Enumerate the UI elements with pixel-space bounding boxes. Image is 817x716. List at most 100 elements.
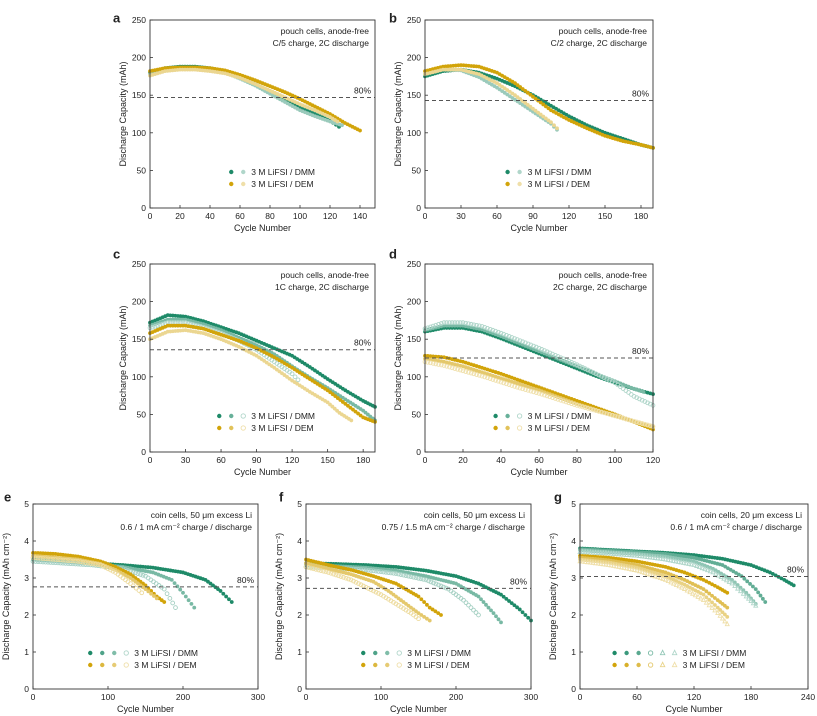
- data-point: [723, 576, 730, 583]
- data-point: [732, 580, 737, 585]
- data-point: [745, 595, 752, 601]
- plot-frame: [149, 263, 376, 453]
- data-point: [439, 613, 443, 617]
- data-point: [580, 404, 585, 410]
- data-point: [455, 320, 460, 326]
- data-point: [626, 417, 631, 423]
- data-point: [673, 558, 679, 564]
- data-point: [463, 369, 469, 374]
- legend-marker-dmm: [100, 650, 105, 656]
- legend: 3 M LiFSI / DMM 3 M LiFSI / DEM: [361, 648, 471, 670]
- data-point: [740, 590, 747, 596]
- data-point: [482, 374, 488, 380]
- data-point: [585, 558, 591, 565]
- data-point: [425, 616, 429, 621]
- data-point: [745, 579, 750, 584]
- data-point: [48, 560, 53, 565]
- data-point: [436, 322, 441, 327]
- data-point: [517, 385, 523, 391]
- data-point: [422, 600, 427, 604]
- data-point: [476, 594, 481, 599]
- data-point: [542, 392, 547, 398]
- data-point: [631, 552, 638, 558]
- data-point: [331, 571, 336, 577]
- data-point: [704, 566, 711, 573]
- x-axis-title: Cycle Number: [117, 704, 174, 714]
- x-tick-label: 30: [456, 211, 466, 221]
- data-point: [647, 554, 653, 560]
- data-point: [471, 607, 476, 613]
- data-point: [75, 558, 81, 564]
- legend-marker-dem: [241, 181, 246, 187]
- data-point: [608, 550, 614, 556]
- data-point: [579, 548, 586, 555]
- x-tick-label: 0: [148, 211, 153, 221]
- y-tick-label: 250: [132, 15, 146, 25]
- data-point: [430, 361, 436, 366]
- x-tick-label: 40: [496, 455, 506, 465]
- data-point: [427, 605, 432, 610]
- data-point: [710, 569, 716, 575]
- data-point: [189, 602, 194, 606]
- data-point: [218, 589, 223, 593]
- y-axis-title: Discharge Capacity (mAh cm⁻²): [548, 533, 558, 660]
- data-point: [50, 556, 56, 562]
- reference-label: 80%: [787, 565, 804, 575]
- data-point: [585, 406, 591, 411]
- legend-marker-dmm: [373, 650, 378, 656]
- data-point: [428, 360, 433, 366]
- data-point: [628, 418, 634, 423]
- x-tick-label: 0: [423, 211, 428, 221]
- data-point: [499, 620, 503, 625]
- data-point: [626, 565, 632, 571]
- data-point: [221, 591, 226, 596]
- data-point: [599, 409, 604, 415]
- y-axis-title: Discharge Capacity (mAh cm⁻²): [274, 533, 284, 660]
- legend-marker-dem: [671, 661, 678, 668]
- data-point: [758, 593, 763, 598]
- x-tick-label: 60: [216, 455, 226, 465]
- series-dmm-2: [148, 317, 377, 423]
- data-point: [433, 609, 438, 614]
- data-point: [704, 595, 709, 600]
- data-point: [552, 123, 556, 128]
- legend-marker-dem: [123, 662, 129, 668]
- data-point: [657, 555, 663, 561]
- data-point: [696, 563, 703, 570]
- data-point: [552, 352, 558, 358]
- data-point: [363, 567, 369, 573]
- data-point: [376, 569, 381, 574]
- data-point: [550, 351, 555, 357]
- data-point: [652, 554, 658, 561]
- plot-frame: [305, 503, 532, 690]
- data-point: [525, 387, 531, 393]
- legend-marker-dmm: [516, 413, 523, 419]
- data-point: [735, 585, 741, 591]
- panel-annotation: 0.6 / 1 mA cm⁻² charge / discharge: [120, 522, 252, 532]
- panel-annotation: coin cells, 50 μm excess Li: [151, 510, 252, 520]
- series-dmm-1: [148, 64, 341, 129]
- data-point: [164, 591, 170, 597]
- data-point: [289, 371, 295, 377]
- data-point: [607, 412, 612, 417]
- data-point: [460, 368, 466, 374]
- data-point: [393, 571, 399, 576]
- data-point: [178, 587, 183, 592]
- y-axis-title: Discharge Capacity (mAh): [393, 305, 403, 410]
- data-point: [690, 590, 696, 596]
- data-point: [691, 561, 697, 567]
- data-point: [615, 414, 621, 420]
- data-point: [486, 605, 491, 610]
- data-point: [732, 582, 738, 588]
- y-axis-title: Discharge Capacity (mAh cm⁻²): [1, 533, 11, 660]
- data-point: [506, 382, 512, 387]
- data-point: [512, 384, 517, 389]
- y-tick-label: 250: [132, 259, 146, 269]
- series-dmm-1: [423, 67, 655, 150]
- data-point: [136, 588, 142, 593]
- y-tick-label: 200: [132, 53, 146, 63]
- data-point: [504, 332, 509, 338]
- data-point: [416, 611, 421, 616]
- data-point: [346, 576, 351, 582]
- data-point: [531, 343, 536, 349]
